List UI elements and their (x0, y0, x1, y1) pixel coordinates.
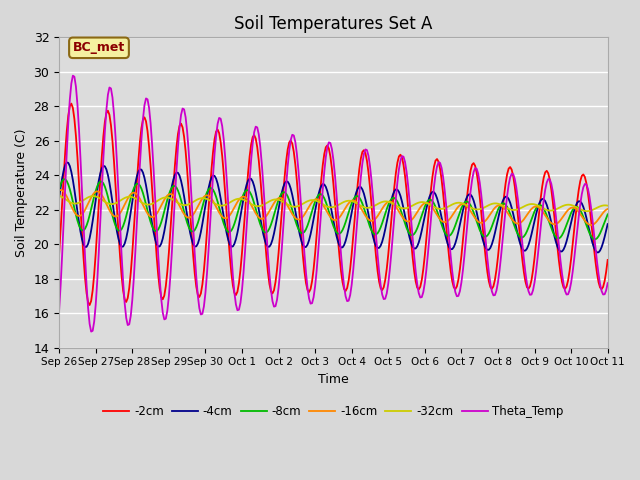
-16cm (159, 200, 166, 205)
-8cm (72, 212, 80, 217)
Theta_Temp (540, 197, 548, 203)
-8cm (538, 204, 546, 209)
Theta_Temp (72, 84, 80, 89)
-2cm (86, 302, 93, 308)
Text: BC_met: BC_met (73, 41, 125, 54)
-16cm (587, 222, 595, 228)
-32cm (157, 196, 165, 202)
-4cm (387, 197, 395, 203)
-32cm (367, 204, 375, 210)
-8cm (591, 236, 599, 242)
Line: -16cm: -16cm (59, 190, 608, 225)
-2cm (55, 251, 63, 257)
Theta_Temp (55, 307, 63, 313)
-32cm (537, 204, 545, 210)
Line: -32cm: -32cm (59, 196, 608, 211)
-16cm (399, 216, 407, 221)
-2cm (72, 133, 80, 139)
-32cm (398, 205, 406, 211)
-2cm (389, 200, 397, 205)
Theta_Temp (371, 214, 378, 220)
-32cm (70, 201, 78, 206)
-4cm (72, 198, 80, 204)
-4cm (63, 159, 70, 165)
Theta_Temp (87, 329, 95, 335)
-16cm (604, 206, 612, 212)
-2cm (540, 175, 548, 180)
-4cm (538, 196, 546, 202)
-2cm (371, 238, 378, 243)
-8cm (387, 196, 395, 202)
-4cm (159, 236, 166, 241)
-8cm (399, 216, 407, 222)
-16cm (57, 187, 65, 193)
-32cm (386, 199, 394, 205)
Legend: -2cm, -4cm, -8cm, -16cm, -32cm, Theta_Temp: -2cm, -4cm, -8cm, -16cm, -32cm, Theta_Te… (99, 400, 568, 422)
Line: -8cm: -8cm (59, 179, 608, 239)
Theta_Temp (69, 73, 77, 79)
-8cm (159, 214, 166, 220)
-16cm (538, 208, 546, 214)
-2cm (67, 101, 75, 107)
-8cm (55, 186, 63, 192)
-4cm (399, 205, 407, 211)
Theta_Temp (389, 232, 397, 238)
X-axis label: Time: Time (318, 373, 349, 386)
-32cm (582, 208, 590, 214)
-4cm (369, 234, 377, 240)
-8cm (604, 212, 612, 217)
Line: -2cm: -2cm (59, 104, 608, 305)
-16cm (72, 211, 80, 217)
-32cm (55, 193, 63, 199)
-32cm (604, 203, 612, 208)
Title: Soil Temperatures Set A: Soil Temperatures Set A (234, 15, 433, 33)
-16cm (369, 217, 377, 223)
-4cm (593, 250, 601, 255)
-4cm (604, 221, 612, 227)
-2cm (401, 173, 409, 179)
Theta_Temp (401, 159, 409, 165)
Theta_Temp (161, 316, 168, 322)
-8cm (369, 230, 377, 236)
Line: -4cm: -4cm (59, 162, 608, 252)
Y-axis label: Soil Temperature (C): Soil Temperature (C) (15, 128, 28, 257)
-2cm (161, 293, 168, 299)
-16cm (387, 199, 395, 205)
-8cm (60, 176, 68, 182)
-2cm (604, 257, 612, 263)
-16cm (55, 188, 63, 193)
Line: Theta_Temp: Theta_Temp (59, 76, 608, 332)
Theta_Temp (604, 280, 612, 286)
-4cm (55, 195, 63, 201)
